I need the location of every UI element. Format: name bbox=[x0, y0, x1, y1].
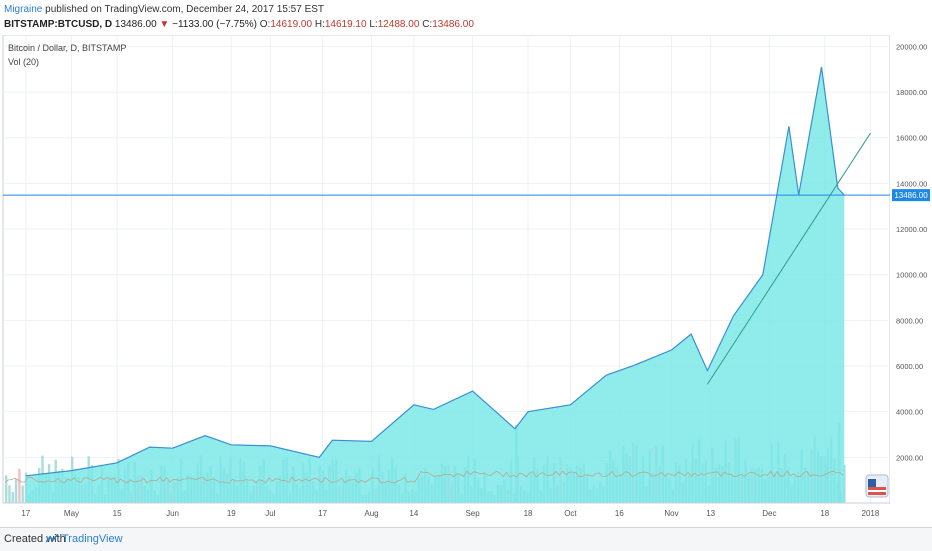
tradingview-link[interactable]: TradingView bbox=[62, 533, 123, 545]
publication-line: Migraine published on TradingView.com, D… bbox=[4, 4, 324, 15]
volume-bar bbox=[14, 478, 18, 503]
y-tick-label: 10000.00 bbox=[896, 271, 927, 280]
y-tick-label: 2000.00 bbox=[896, 453, 923, 462]
volume-bar bbox=[11, 491, 14, 503]
x-tick-label: 2018 bbox=[862, 509, 880, 518]
tradingview-logo-icon bbox=[46, 534, 58, 543]
volume-bar bbox=[843, 464, 846, 503]
x-axis-ticks: 17 May 15 Jun 19 Jul 17 Aug 14 Sep 18 Oct 16 Nov 13 Dec… bbox=[21, 509, 880, 518]
x-tick-label: Oct bbox=[564, 509, 577, 518]
x-tick-label: 16 bbox=[615, 509, 624, 518]
y-tick-label: 6000.00 bbox=[896, 362, 923, 371]
chart-area[interactable]: 2000.00 4000.00 6000.00 8000.00 10000.00 1200… bbox=[0, 34, 932, 523]
author-link[interactable]: Migraine bbox=[4, 4, 43, 15]
x-tick-label: 17 bbox=[21, 509, 30, 518]
x-tick-label: 15 bbox=[113, 509, 122, 518]
close-value: 13486.00 bbox=[432, 19, 474, 30]
low-value: 12488.00 bbox=[377, 19, 420, 30]
high-value: 14619.10 bbox=[324, 19, 367, 30]
price-chart[interactable]: 2000.00 4000.00 6000.00 8000.00 10000.00 1200… bbox=[0, 34, 932, 523]
close-label: C: bbox=[422, 19, 433, 30]
high-label: H: bbox=[314, 19, 325, 30]
x-tick-label: Jun bbox=[166, 509, 179, 518]
svg-text:13486.00: 13486.00 bbox=[894, 191, 928, 200]
x-tick-label: Nov bbox=[664, 509, 678, 518]
y-tick-label: 8000.00 bbox=[896, 316, 923, 325]
change-arrow-icon: ▼ bbox=[159, 19, 170, 30]
footer-bar: Created with TradingView bbox=[0, 527, 932, 551]
last-price: 13486.00 bbox=[114, 19, 157, 30]
x-tick-label: 17 bbox=[318, 509, 327, 518]
y-tick-label: 18000.00 bbox=[896, 88, 927, 97]
volume-bar bbox=[5, 475, 8, 503]
price-line bbox=[25, 66, 845, 477]
x-tick-label: 19 bbox=[227, 509, 236, 518]
y-axis-ticks: 2000.00 4000.00 6000.00 8000.00 10000.00 1200… bbox=[896, 42, 927, 462]
x-tick-label: 18 bbox=[524, 509, 533, 518]
y-tick-label: 20000.00 bbox=[896, 42, 927, 51]
open-label: O: bbox=[259, 19, 271, 30]
y-tick-label: 12000.00 bbox=[896, 225, 927, 234]
price-axis bbox=[890, 35, 932, 503]
volume-bar bbox=[8, 485, 11, 503]
low-label: L: bbox=[369, 19, 378, 30]
trendline[interactable] bbox=[706, 132, 871, 385]
y-tick-label: 4000.00 bbox=[896, 408, 923, 417]
x-tick-label: May bbox=[64, 509, 79, 518]
x-tick-label: Aug bbox=[364, 509, 378, 518]
flag-icon bbox=[865, 474, 889, 498]
x-tick-label: 13 bbox=[706, 509, 715, 518]
y-tick-label: 16000.00 bbox=[896, 134, 927, 143]
volume-moving-average bbox=[4, 470, 844, 484]
x-tick-label: 14 bbox=[409, 509, 418, 518]
x-tick-label: Dec bbox=[762, 509, 776, 518]
volume-bar bbox=[18, 468, 21, 503]
series-title: Bitcoin / Dollar, D, BITSTAMP bbox=[8, 43, 126, 53]
x-tick-label: Sep bbox=[465, 509, 480, 518]
published-text: published on TradingView.com, December 2… bbox=[45, 4, 325, 15]
volume-title: Vol (20) bbox=[8, 57, 39, 67]
open-value: 14619.00 bbox=[270, 19, 313, 30]
symbol: BITSTAMP:BTCUSD, D bbox=[4, 19, 113, 30]
x-tick-label: Jul bbox=[265, 509, 275, 518]
price-change: −1133.00 (−7.75%) bbox=[172, 19, 257, 30]
symbol-info: BITSTAMP:BTCUSD, D 13486.00 ▼ −1133.00 (… bbox=[4, 19, 474, 30]
created-with-text: Created with bbox=[4, 533, 66, 545]
y-tick-label: 14000.00 bbox=[896, 179, 927, 188]
current-price-label: 13486.00 bbox=[892, 189, 930, 202]
x-tick-label: 18 bbox=[820, 509, 829, 518]
volume-bar bbox=[21, 485, 24, 503]
price-area bbox=[25, 67, 845, 503]
